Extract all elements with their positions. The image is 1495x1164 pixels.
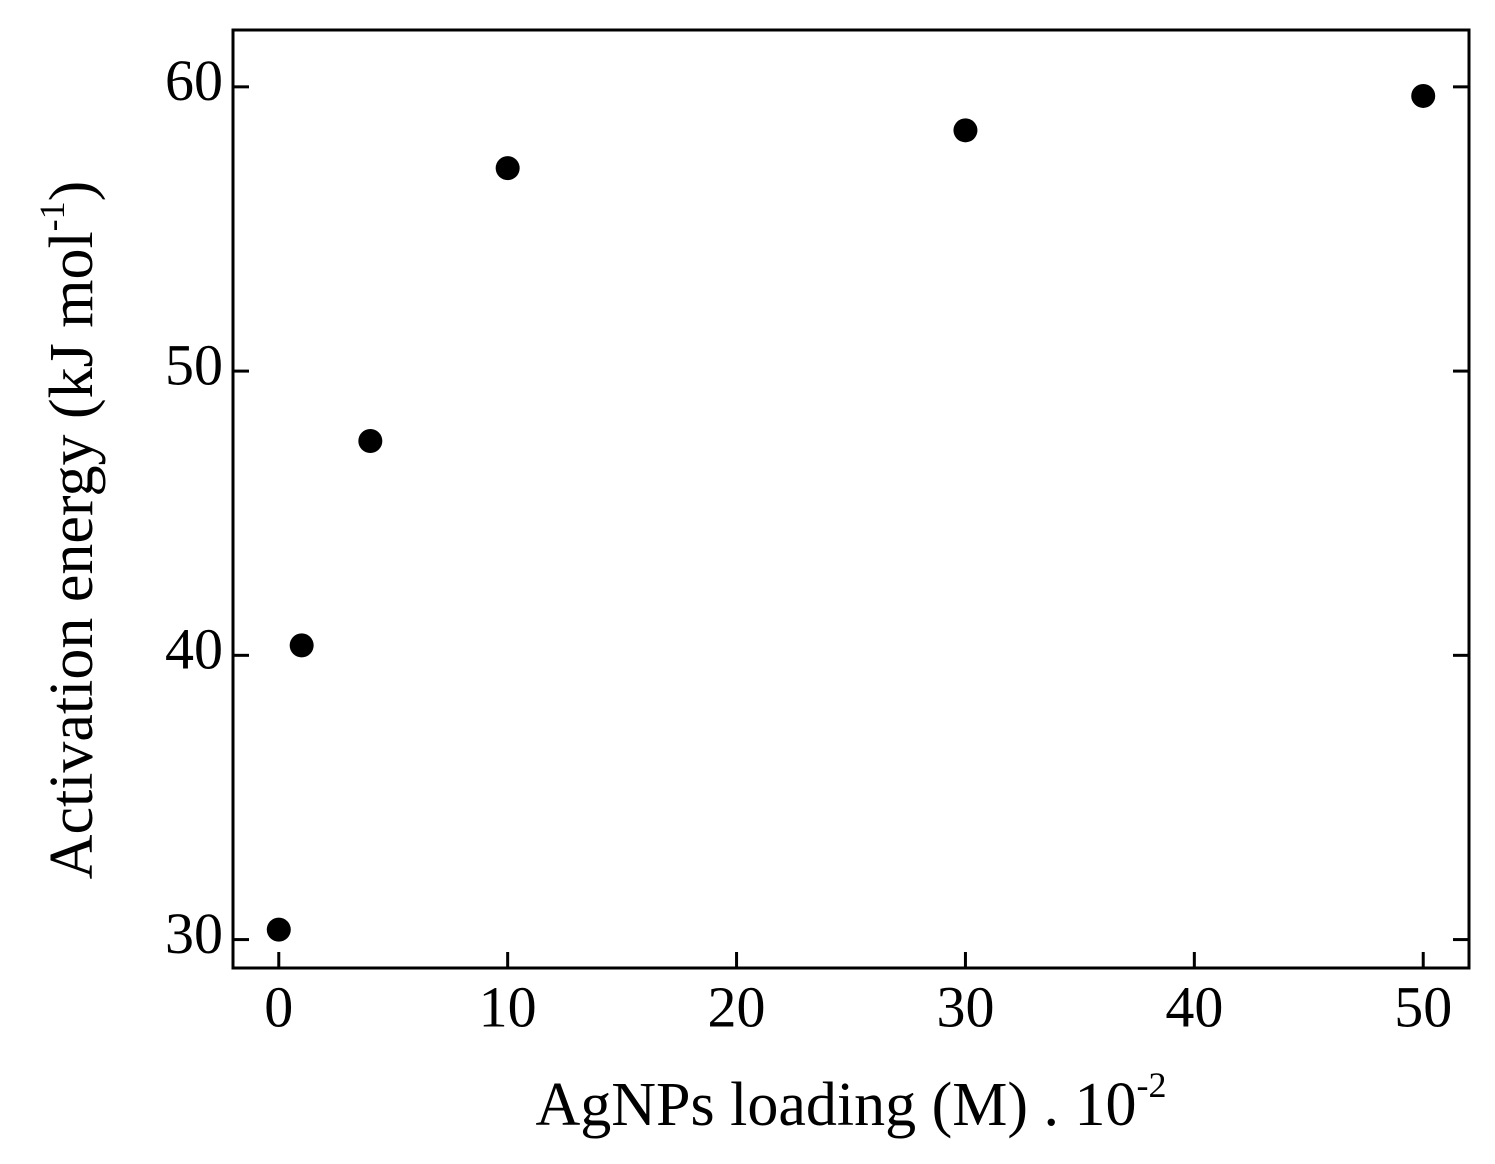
x-tick-label: 20 xyxy=(708,974,766,1039)
x-tick-label: 40 xyxy=(1165,974,1223,1039)
point xyxy=(953,118,978,143)
x-axis-label: AgNPs loading (M) . 10-2 xyxy=(535,1065,1166,1139)
point xyxy=(1411,83,1436,108)
x-label-text: AgNPs loading (M) . 10 xyxy=(535,1071,1136,1139)
x-tick-label: 30 xyxy=(936,974,994,1039)
y-label-suffix: ) xyxy=(38,181,106,202)
y-axis-label: Activation energy (kJ mol-1) xyxy=(32,181,106,880)
plot-frame xyxy=(231,28,1471,970)
point xyxy=(495,156,520,181)
y-tick-label: 50 xyxy=(165,332,223,397)
point xyxy=(266,917,291,942)
y-tick-label: 40 xyxy=(165,617,223,682)
y-tick-label: 30 xyxy=(165,901,223,966)
y-label-sup: -1 xyxy=(32,201,72,231)
x-tick-label: 0 xyxy=(264,974,293,1039)
x-tick-label: 50 xyxy=(1394,974,1452,1039)
y-tick-label: 60 xyxy=(165,48,223,113)
y-label-text: Activation energy (kJ mol xyxy=(38,231,106,879)
point xyxy=(358,429,383,454)
x-label-sup: -2 xyxy=(1137,1065,1167,1105)
x-tick-label: 10 xyxy=(479,974,537,1039)
point xyxy=(289,633,314,658)
